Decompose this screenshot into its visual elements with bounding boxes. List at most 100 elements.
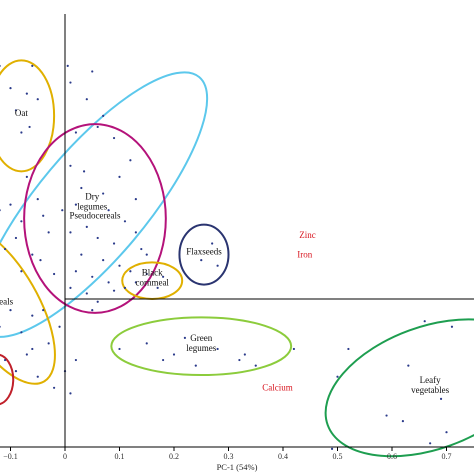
x-tick-label: 0.4 [278,452,288,461]
group-label: Black cornmeal [135,268,169,288]
sample-point [145,342,148,345]
x-ticks: −0.1 0 0.1 0.2 0.3 0.4 0.5 0.6 0.7 [3,447,452,461]
sample-point [102,259,105,262]
sample-point [31,253,34,256]
sample-point [39,259,42,262]
sample-point [292,347,295,351]
sample-point [0,209,1,212]
sample-point [25,92,28,95]
sample-point [74,270,77,273]
sample-point [69,81,72,84]
sample-point [31,314,34,317]
sample-point [118,175,121,178]
group-ellipse [0,71,209,338]
sample-point [9,203,12,206]
group-ellipse [23,123,167,314]
sample-point [66,64,69,67]
x-tick-label: 0.5 [333,452,343,461]
group-ellipse [0,353,15,406]
sample-point [211,242,214,245]
x-tick-label: −0.1 [3,452,18,461]
x-tick-label: 0.3 [224,452,234,461]
sample-point [47,231,50,234]
group-ellipse [110,316,293,377]
x-tick-label: 0.6 [387,452,397,461]
sample-point [31,347,34,351]
sample-point [162,275,165,278]
sample-point [429,442,432,445]
sample-point [9,309,12,312]
sample-point [9,87,12,90]
sample-point [53,272,56,276]
sample-point [14,109,18,112]
sample-point [254,364,257,367]
sample-point [20,331,23,334]
sample-point [91,70,94,73]
sample-point [69,164,72,167]
sample-point [129,159,132,162]
sample-point [36,375,39,378]
sample-point [450,325,454,328]
sample-point [53,386,56,389]
sample-point [36,198,39,201]
group-ellipse [0,224,56,385]
sample-point [20,131,23,134]
sample-point [134,231,137,234]
sample-point [183,336,186,339]
sample-point [0,325,1,328]
sample-point [194,364,197,367]
sample-point [14,236,18,240]
sample-point [347,347,350,351]
sample-point [336,375,339,378]
sample-point [123,220,127,223]
axes [0,14,474,448]
group-label: Dry legumes [77,192,107,212]
sample-point [85,292,88,295]
sample-point [74,203,77,206]
sample-point [134,281,137,284]
sample-point [25,175,28,178]
sample-point [20,270,23,273]
sample-point [216,264,219,267]
sample-point [102,192,105,195]
sample-point [25,353,28,356]
sample-point [80,186,83,190]
x-axis-label: PC-1 (54%) [217,462,258,472]
sample-point [156,286,159,289]
sample-point [85,225,88,228]
sample-point [145,272,148,276]
sample-point [118,264,121,267]
x-tick-label: 0 [63,452,67,461]
sample-point [401,420,404,423]
sample-point [0,64,1,67]
group-label: Leafy vegetables [411,375,449,395]
sample-point [28,125,31,129]
sample-point [134,198,137,201]
sample-point [36,98,39,101]
sample-point [162,358,165,362]
sample-point [85,98,88,101]
sample-point [423,320,426,323]
sample-point [112,242,116,245]
sample-point [91,275,94,278]
sample-point [243,353,246,356]
sample-point [96,300,99,303]
sample-point [238,358,241,362]
x-tick-label: 0.7 [442,452,452,461]
sample-point [112,289,116,292]
sample-point [445,431,448,434]
sample-point [20,220,23,223]
sample-point [31,64,34,67]
variable-label: Zinc [299,230,316,240]
sample-point [69,392,72,395]
sample-point [140,247,143,251]
sample-point [172,353,176,356]
sample-point [407,364,410,367]
sample-point [69,286,72,289]
sample-point [129,270,132,273]
sample-point [61,209,64,212]
group-label: Green legumes [186,333,216,353]
variable-label: Calcium [262,383,293,393]
